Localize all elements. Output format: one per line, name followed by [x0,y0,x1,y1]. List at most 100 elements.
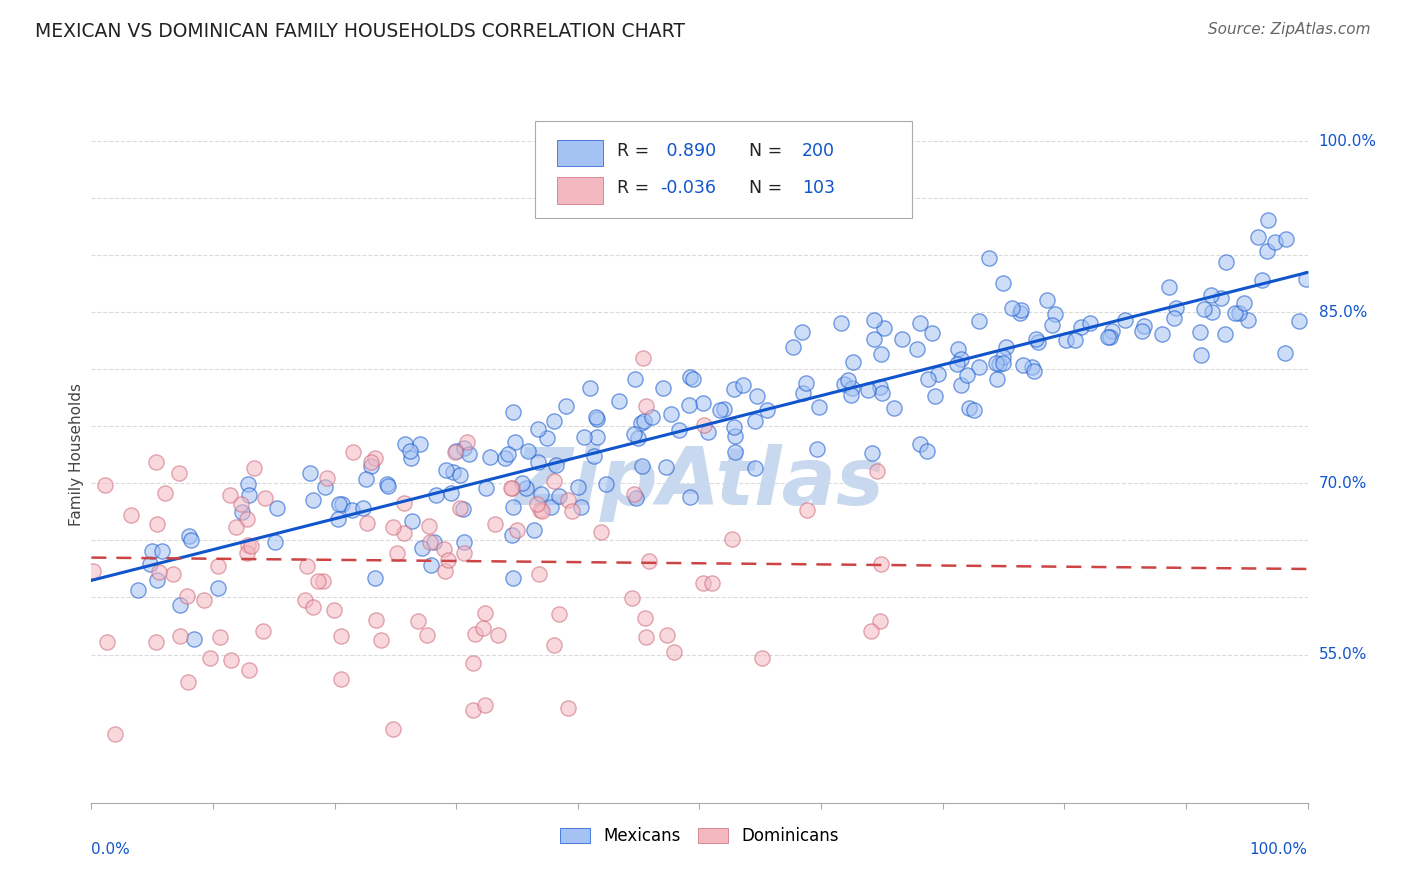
Point [1098,330,1121,344]
Point [834,377,856,392]
Point [458,447,481,461]
Point [238,663,260,677]
Point [394,436,416,450]
Text: Source: ZipAtlas.com: Source: ZipAtlas.com [1208,22,1371,37]
Point [453,441,475,455]
Point [354,472,377,486]
Point [659,407,682,421]
Point [1215,327,1237,342]
Point [425,488,447,502]
Point [299,466,322,480]
Point [94,478,117,492]
Point [506,523,529,537]
Point [679,490,702,504]
Point [607,393,630,408]
Point [1192,302,1215,317]
Point [1036,293,1059,307]
Point [589,524,612,539]
Point [153,486,176,500]
Point [721,532,744,546]
Point [1166,301,1188,315]
Point [145,573,167,587]
Point [461,703,484,717]
Point [494,451,516,466]
Point [890,332,912,346]
Point [264,534,287,549]
Point [692,576,714,591]
Point [510,475,533,490]
Point [443,444,465,458]
Point [841,388,863,402]
Point [416,628,439,642]
Point [1152,326,1174,341]
Point [869,614,891,628]
Point [401,514,423,528]
Point [724,444,747,458]
Point [330,672,353,686]
Point [1025,332,1047,346]
Point [527,567,550,582]
Point [796,503,818,517]
Text: 100.0%: 100.0% [1319,134,1376,149]
Point [917,372,939,386]
Point [585,409,607,424]
Point [392,525,415,540]
Point [1189,348,1212,362]
Point [530,504,553,518]
Point [1237,313,1260,327]
Point [536,430,558,444]
Point [991,277,1014,291]
Point [946,357,969,371]
Point [433,542,456,557]
Point [863,312,886,326]
Point [527,422,550,436]
Point [841,381,863,395]
Point [1001,301,1024,316]
Point [387,546,409,560]
Point [314,480,336,494]
Point [621,591,644,606]
Point [145,635,167,649]
Point [586,412,609,426]
Text: N =: N = [738,142,789,160]
Point [501,528,523,542]
Point [311,574,333,588]
Text: 70.0%: 70.0% [1319,476,1367,491]
Point [176,589,198,603]
Point [529,503,551,517]
Point [1264,235,1286,250]
Text: 55.0%: 55.0% [1319,647,1367,662]
Point [870,386,893,401]
Point [991,350,1014,364]
Point [243,460,266,475]
Point [967,314,990,328]
Point [444,443,467,458]
Point [585,430,607,444]
Point [794,376,817,390]
Point [1199,288,1222,302]
Point [1227,305,1250,319]
Point [238,488,260,502]
Point [127,583,149,598]
Point [449,467,471,482]
Point [82,564,104,578]
Text: 0.890: 0.890 [661,142,716,160]
Point [755,402,778,417]
Point [434,463,457,477]
Point [1101,324,1123,338]
Point [193,593,215,607]
Point [177,529,200,543]
Point [340,503,363,517]
Point [328,497,350,511]
Point [1246,229,1268,244]
Point [905,342,928,356]
Text: MEXICAN VS DOMINICAN FAMILY HOUSEHOLDS CORRELATION CHART: MEXICAN VS DOMINICAN FAMILY HOUSEHOLDS C… [35,22,685,41]
Point [837,373,859,387]
Text: ZipAtlas: ZipAtlas [515,443,884,522]
Point [360,455,382,469]
Point [180,533,202,548]
Point [627,431,650,445]
Point [302,493,325,508]
Point [548,607,571,621]
Point [572,430,595,444]
